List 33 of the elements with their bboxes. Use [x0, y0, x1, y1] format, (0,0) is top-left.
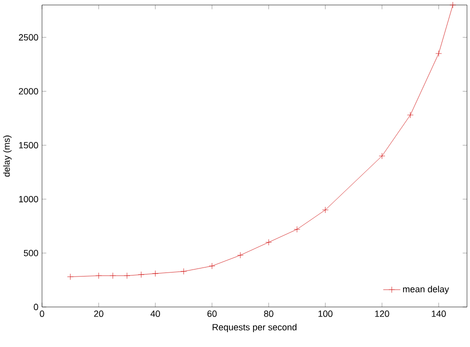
x-tick-label: 0: [40, 310, 44, 317]
y-tick-label: 2000: [18, 88, 38, 94]
y-tick-label: 500: [24, 250, 38, 256]
point: [152, 270, 159, 277]
y-tick-label: 1000: [19, 196, 38, 202]
point: [124, 272, 130, 279]
x-tick-label: 20: [94, 310, 104, 317]
point: [237, 252, 244, 258]
point: [95, 272, 102, 279]
point: [138, 271, 144, 278]
x-tick-label: 100: [318, 310, 332, 317]
x-axis-title: Requests per second: [212, 324, 296, 332]
x-tick-label: 60: [207, 310, 217, 317]
point: [67, 274, 74, 280]
point: [208, 262, 216, 270]
x-tick-label: 40: [150, 310, 160, 317]
y-axis-title: delay (ms): [3, 136, 12, 177]
point: [378, 152, 386, 160]
legend-label: mean delay: [403, 286, 450, 294]
point: [294, 226, 300, 233]
point: [450, 2, 456, 8]
point: [435, 50, 442, 57]
y-tick-label: 2500: [18, 34, 38, 41]
y-tick-label: 1500: [19, 142, 38, 148]
x-tick-label: 80: [264, 310, 274, 317]
point: [322, 206, 329, 214]
point: [180, 268, 187, 275]
point: [110, 272, 116, 279]
x-tick-label: 140: [432, 310, 446, 317]
y-tick-label: 0: [34, 304, 38, 310]
point: [407, 112, 414, 118]
x-tick-label: 120: [375, 310, 390, 317]
point: [265, 239, 272, 246]
